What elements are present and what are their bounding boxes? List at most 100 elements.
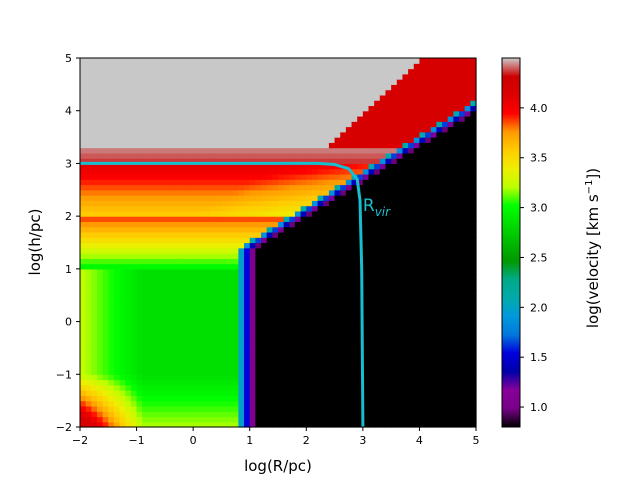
- heatmap-cell: [164, 305, 172, 312]
- heatmap-cell: [181, 216, 189, 223]
- heatmap-cell: [159, 200, 166, 207]
- heatmap-cell: [408, 73, 415, 80]
- heatmap-cell: [436, 342, 443, 349]
- heatmap-cell: [232, 289, 239, 296]
- heatmap-cell: [244, 358, 251, 365]
- heatmap-cell: [266, 416, 273, 423]
- heatmap-cell: [108, 158, 115, 165]
- heatmap-cell: [119, 205, 126, 212]
- heatmap-cell: [227, 295, 234, 302]
- heatmap-cell: [425, 58, 432, 64]
- heatmap-cell: [289, 173, 296, 180]
- heatmap-cell: [232, 421, 239, 428]
- heatmap-cell: [289, 73, 296, 80]
- heatmap-cell: [272, 253, 279, 259]
- heatmap-cell: [187, 105, 194, 112]
- heatmap-cell: [351, 163, 358, 170]
- heatmap-cell: [193, 379, 200, 386]
- heatmap-cell: [215, 73, 223, 80]
- heatmap-cell: [283, 384, 290, 391]
- heatmap-cell: [391, 94, 398, 101]
- heatmap-cell: [464, 163, 471, 170]
- heatmap-cell: [374, 321, 381, 328]
- heatmap-cell: [142, 258, 149, 265]
- heatmap-cell: [300, 400, 307, 407]
- heatmap-cell: [323, 58, 330, 64]
- heatmap-cell: [85, 353, 92, 360]
- heatmap-cell: [419, 321, 426, 328]
- heatmap-cell: [255, 231, 262, 238]
- heatmap-cell: [300, 58, 307, 64]
- heatmap-cell: [278, 258, 285, 265]
- heatmap-cell: [289, 342, 296, 349]
- heatmap-cell: [113, 289, 121, 296]
- heatmap-cell: [334, 131, 341, 138]
- heatmap-cell: [447, 416, 454, 423]
- heatmap-cell: [402, 242, 409, 249]
- heatmap-cell: [187, 79, 194, 85]
- heatmap-cell: [80, 300, 87, 307]
- heatmap-cell: [334, 253, 341, 259]
- heatmap-cell: [96, 337, 104, 344]
- heatmap-cell: [187, 210, 194, 217]
- heatmap-cell: [470, 374, 477, 381]
- heatmap-cell: [249, 73, 256, 80]
- heatmap-cell: [470, 289, 477, 296]
- heatmap-cell: [368, 110, 375, 117]
- heatmap-cell: [413, 353, 421, 360]
- heatmap-cell: [272, 73, 279, 80]
- heatmap-cell: [198, 226, 206, 233]
- heatmap-cell: [340, 226, 347, 233]
- heatmap-cell: [159, 195, 166, 201]
- heatmap-cell: [181, 221, 189, 228]
- heatmap-cell: [153, 369, 160, 375]
- heatmap-cell: [187, 332, 194, 338]
- colorbar-gradient: [502, 58, 520, 427]
- heatmap-cell: [408, 231, 415, 238]
- heatmap-cell: [249, 316, 256, 323]
- heatmap-cell: [198, 184, 206, 191]
- heatmap-cell: [294, 226, 302, 233]
- heatmap-cell: [379, 332, 387, 338]
- heatmap-cell: [447, 126, 454, 133]
- heatmap-cell: [362, 126, 370, 133]
- heatmap-cell: [159, 384, 166, 391]
- heatmap-cell: [374, 337, 381, 344]
- heatmap-cell: [266, 63, 273, 70]
- heatmap-cell: [244, 247, 251, 254]
- heatmap-cell: [470, 353, 477, 360]
- heatmap-cell: [436, 253, 443, 259]
- heatmap-cell: [80, 84, 87, 91]
- heatmap-cell: [221, 195, 228, 201]
- heatmap-cell: [357, 316, 364, 323]
- heatmap-cell: [102, 316, 109, 323]
- heatmap-cell: [413, 321, 421, 328]
- heatmap-cell: [232, 353, 239, 360]
- heatmap-cell: [408, 405, 415, 412]
- heatmap-cell: [413, 163, 421, 170]
- heatmap-cell: [340, 295, 347, 302]
- heatmap-cell: [142, 311, 149, 317]
- heatmap-cell: [113, 374, 121, 381]
- heatmap-cell: [408, 311, 415, 317]
- heatmap-cell: [232, 405, 239, 412]
- heatmap-cell: [80, 195, 87, 201]
- heatmap-cell: [340, 79, 347, 85]
- heatmap-cell: [221, 184, 228, 191]
- heatmap-cell: [215, 110, 223, 117]
- heatmap-cell: [419, 184, 426, 191]
- heatmap-cell: [210, 179, 217, 186]
- heatmap-cell: [113, 94, 121, 101]
- heatmap-cell: [323, 126, 330, 133]
- heatmap-cell: [351, 147, 358, 154]
- heatmap-cell: [125, 363, 132, 370]
- heatmap-cell: [408, 279, 415, 286]
- heatmap-cell: [80, 253, 87, 259]
- heatmap-cell: [311, 342, 319, 349]
- heatmap-cell: [464, 237, 471, 244]
- heatmap-cell: [255, 305, 262, 312]
- heatmap-cell: [170, 173, 177, 180]
- heatmap-cell: [419, 115, 426, 122]
- heatmap-cell: [227, 221, 234, 228]
- heatmap-cell: [283, 379, 290, 386]
